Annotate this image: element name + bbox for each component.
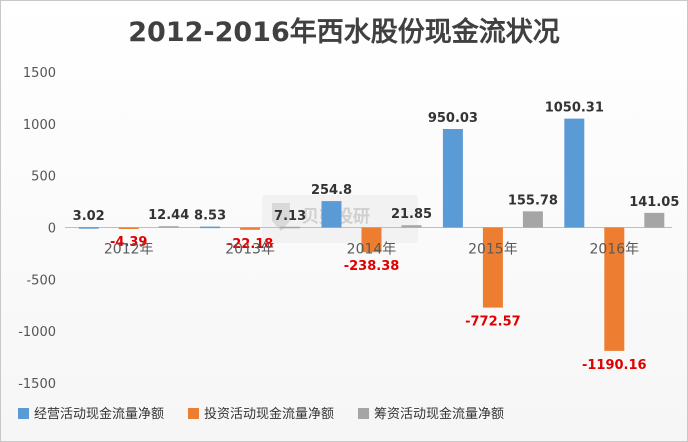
data-label: -22.18 <box>227 237 274 252</box>
y-tick-label: -1000 <box>18 325 56 340</box>
bar <box>644 212 665 228</box>
legend-swatch <box>18 408 29 419</box>
y-tick-label: -1500 <box>18 377 56 392</box>
legend-label: 筹资活动现金流量净额 <box>374 406 504 422</box>
x-category-label: 2014年 <box>347 242 397 258</box>
legend-swatch <box>358 408 369 419</box>
data-label: 12.44 <box>148 208 189 223</box>
x-category-label: 2013年 <box>225 242 275 258</box>
bar <box>482 227 503 308</box>
x-category-label: 2016年 <box>589 242 639 258</box>
y-tick-label: 1000 <box>23 118 56 133</box>
data-label: 3.02 <box>73 209 105 224</box>
bar <box>118 227 139 229</box>
bar <box>78 227 99 229</box>
bar <box>280 226 301 229</box>
bar <box>522 211 543 228</box>
bar <box>200 226 221 229</box>
x-category-label: 2012年 <box>104 242 154 258</box>
bar <box>401 225 422 228</box>
bar <box>564 118 585 228</box>
bar <box>361 227 382 253</box>
legend-label: 投资活动现金流量净额 <box>204 406 334 422</box>
data-label: 254.8 <box>311 183 352 198</box>
legend-label: 经营活动现金流量净额 <box>34 406 164 422</box>
data-label: 8.53 <box>194 209 226 224</box>
x-category-label: 2015年 <box>468 242 518 258</box>
chart-title: 2012-2016年西水股份现金流状况 <box>128 17 560 48</box>
y-tick-label: -500 <box>26 273 56 288</box>
bar <box>604 227 625 351</box>
data-label: -1190.16 <box>582 358 647 373</box>
data-label: 7.13 <box>274 209 306 224</box>
y-tick-label: 500 <box>31 170 56 185</box>
data-label: -4.39 <box>110 235 147 250</box>
watermark-logo-icon <box>272 203 290 231</box>
data-label: -238.38 <box>344 259 400 274</box>
bar <box>442 129 463 228</box>
y-tick-label: 0 <box>48 222 56 237</box>
bar <box>158 226 179 228</box>
legend-swatch <box>188 408 199 419</box>
bar <box>321 201 342 228</box>
data-label: 141.05 <box>629 195 679 210</box>
data-label: 1050.31 <box>545 101 604 116</box>
y-tick-label: 1500 <box>23 66 56 81</box>
data-label: 950.03 <box>428 111 478 126</box>
data-label: 21.85 <box>391 207 432 222</box>
bar <box>240 227 261 230</box>
data-label: 155.78 <box>508 193 558 208</box>
data-label: -772.57 <box>465 315 521 330</box>
